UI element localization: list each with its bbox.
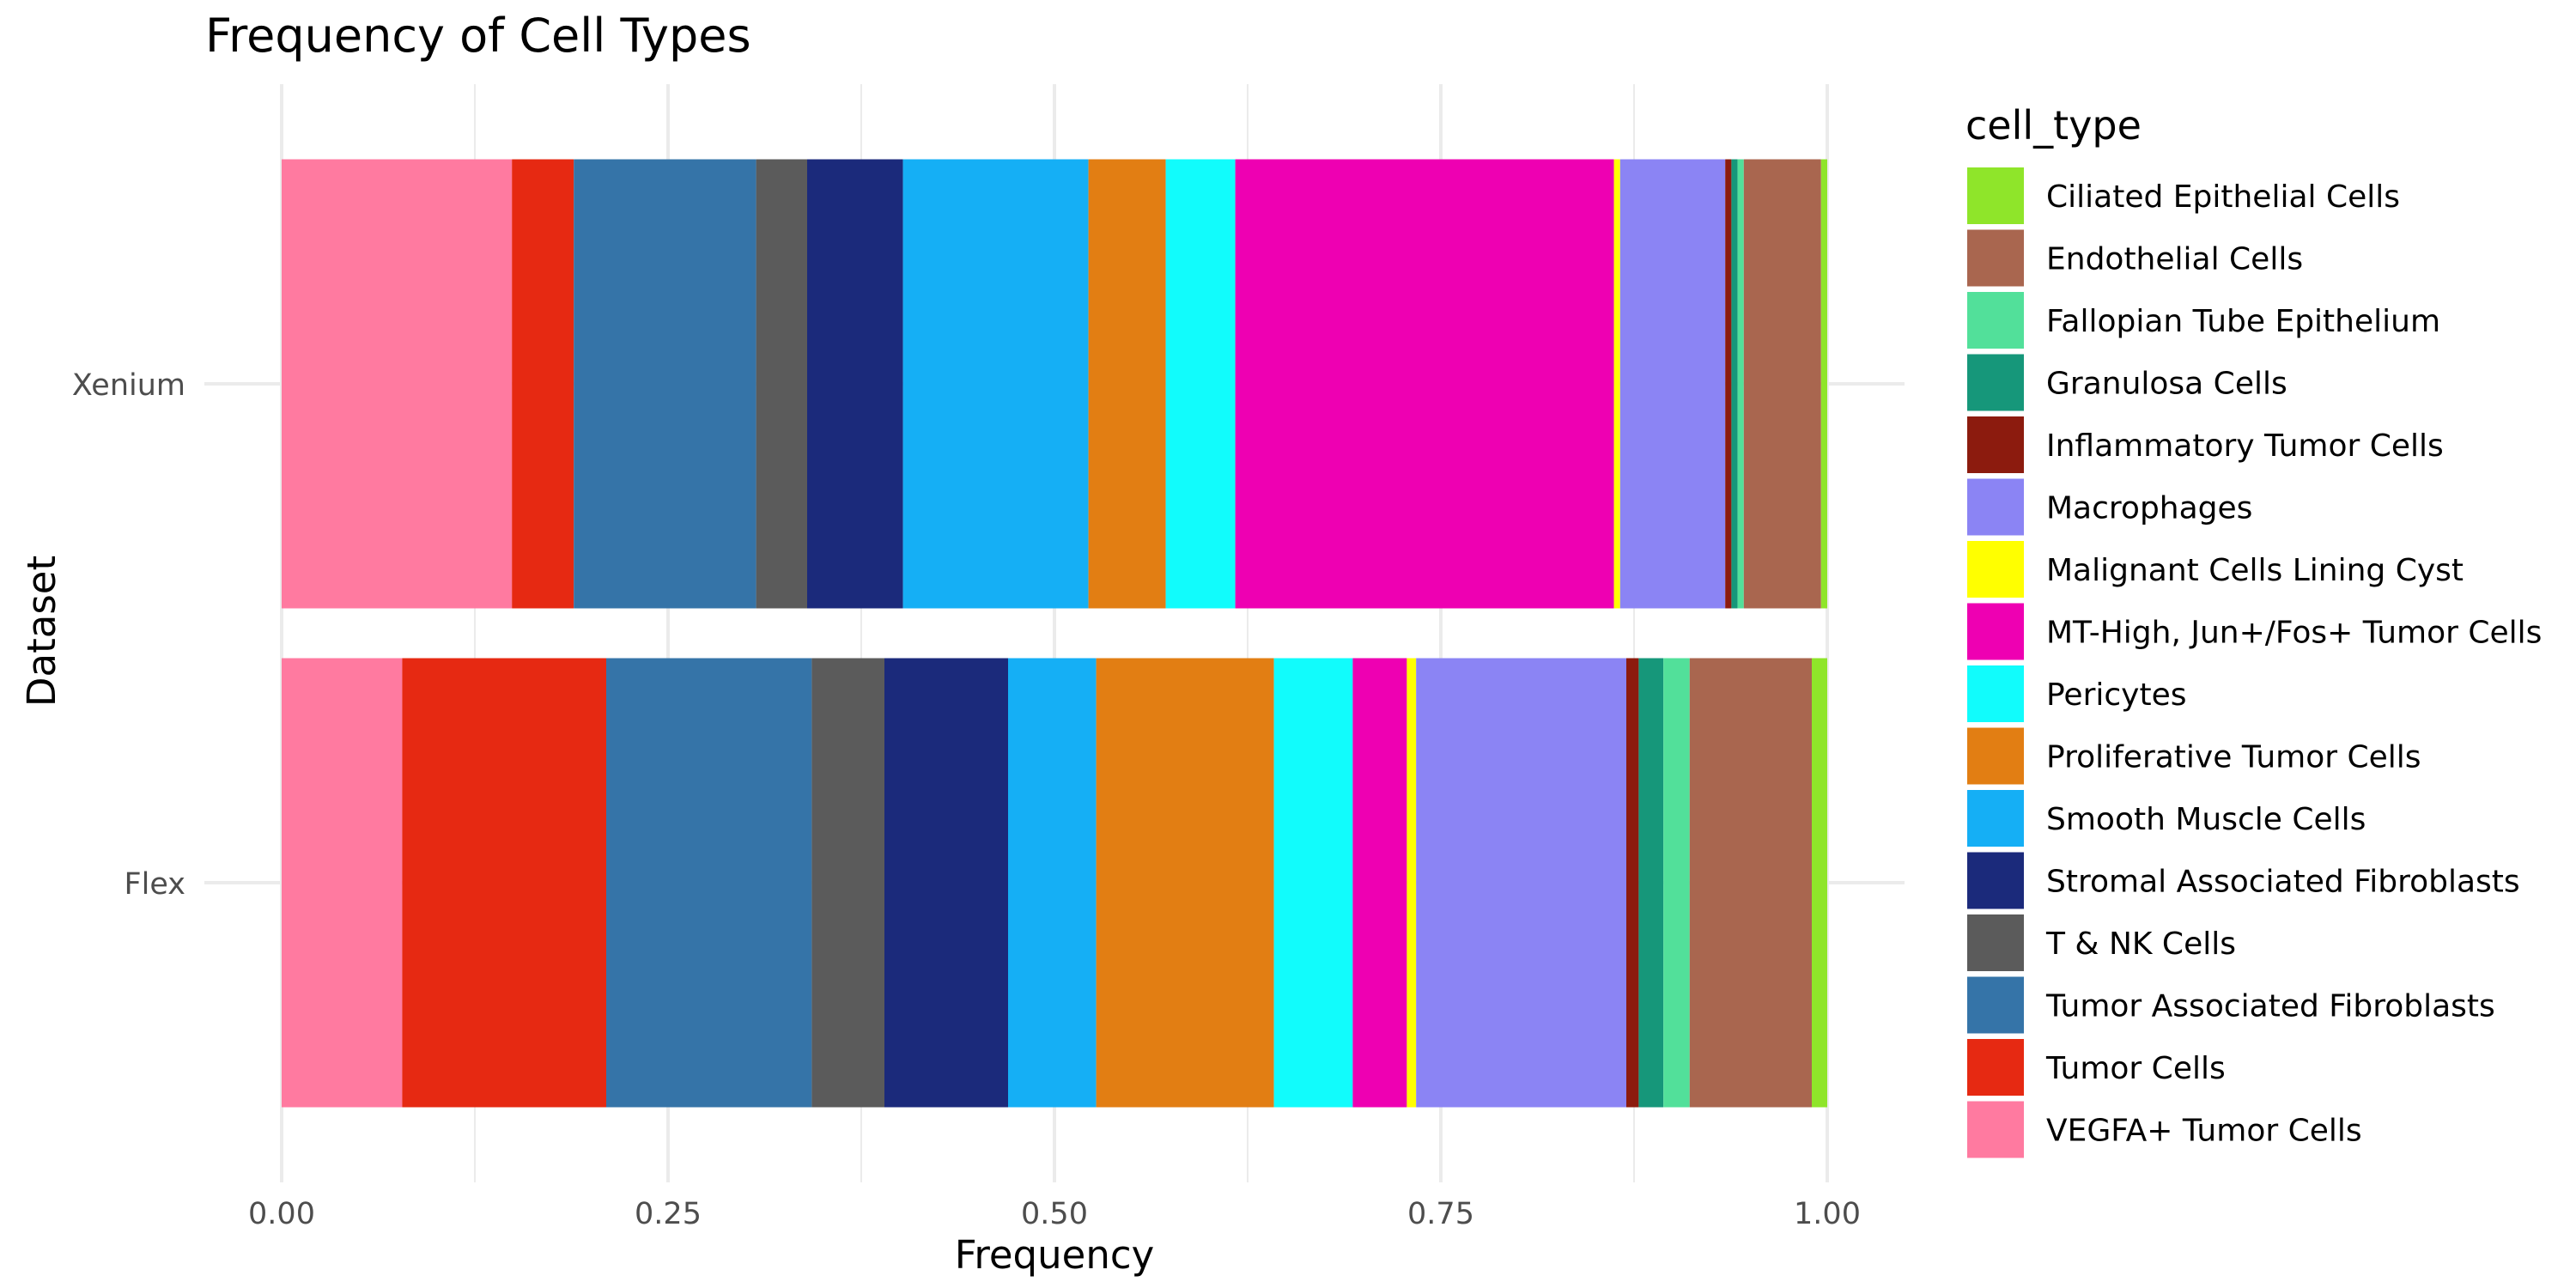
legend-key-mt-high-jun-fos-tumor-cells (1967, 603, 2024, 660)
x-tick-label: 1.00 (1794, 1197, 1861, 1231)
legend-item-inflammatory-tumor-cells: Inflammatory Tumor Cells (1967, 416, 2444, 473)
y-axis-title: Dataset (19, 556, 64, 707)
legend-item-malignant-cells-lining-cyst: Malignant Cells Lining Cyst (1967, 541, 2464, 598)
legend-item-macrophages: Macrophages (1967, 478, 2252, 536)
legend-label-tumor-associated-fibroblasts: Tumor Associated Fibroblasts (2045, 989, 2495, 1024)
legend: cell_type Ciliated Epithelial Cells Endoth… (1965, 102, 2542, 1158)
bar-segment-flex-malignant-cells-lining-cyst (1406, 658, 1417, 1108)
legend-key-tumor-associated-fibroblasts (1967, 976, 2024, 1034)
legend-title: cell_type (1965, 102, 2142, 149)
bars (282, 159, 1827, 1108)
legend-label-endothelial-cells: Endothelial Cells (2046, 242, 2303, 277)
legend-label-vegfa-tumor-cells: VEGFA+ Tumor Cells (2046, 1114, 2362, 1149)
legend-key-granulosa-cells (1967, 354, 2024, 411)
y-tick-label-flex: Flex (125, 867, 186, 902)
legend-key-tumor-cells (1967, 1039, 2024, 1096)
bar-segment-xenium-vegfa-tumor-cells (282, 159, 513, 609)
legend-key-macrophages (1967, 478, 2024, 536)
legend-key-inflammatory-tumor-cells (1967, 416, 2024, 473)
x-tick-label: 0.75 (1407, 1197, 1474, 1231)
bar-segment-xenium-tumor-cells (512, 159, 574, 609)
bar-segment-flex-smooth-muscle-cells (1008, 658, 1097, 1108)
bar-segment-xenium-macrophages (1619, 159, 1726, 609)
bar-segment-flex-endothelial-cells (1689, 658, 1812, 1108)
legend-label-proliferative-tumor-cells: Proliferative Tumor Cells (2046, 740, 2421, 775)
legend-item-stromal-associated-fibroblasts: Stromal Associated Fibroblasts (1967, 852, 2520, 909)
bar-segment-xenium-tumor-associated-fibroblasts (574, 159, 756, 609)
legend-item-tumor-associated-fibroblasts: Tumor Associated Fibroblasts (1967, 976, 2495, 1034)
bar-segment-xenium-endothelial-cells (1743, 159, 1821, 609)
bar-segment-flex-tumor-associated-fibroblasts (606, 658, 812, 1108)
legend-label-smooth-muscle-cells: Smooth Muscle Cells (2046, 802, 2366, 837)
y-tick-label-xenium: Xenium (72, 368, 185, 403)
bar-segment-flex-macrophages (1416, 658, 1626, 1108)
legend-key-t-nk-cells (1967, 914, 2024, 971)
legend-label-malignant-cells-lining-cyst: Malignant Cells Lining Cyst (2046, 553, 2464, 588)
legend-item-vegfa-tumor-cells: VEGFA+ Tumor Cells (1967, 1101, 2362, 1158)
legend-key-proliferative-tumor-cells (1967, 727, 2024, 785)
x-tick-label: 0.50 (1021, 1197, 1088, 1231)
bar-segment-flex-t-nk-cells (811, 658, 884, 1108)
legend-label-stromal-associated-fibroblasts: Stromal Associated Fibroblasts (2046, 865, 2520, 900)
legend-label-macrophages: Macrophages (2046, 491, 2252, 526)
bar-segment-xenium-granulosa-cells (1731, 159, 1738, 609)
bar-segment-xenium-pericytes (1165, 159, 1236, 609)
legend-label-granulosa-cells: Granulosa Cells (2046, 367, 2287, 402)
legend-key-ciliated-epithelial-cells (1967, 167, 2024, 224)
legend-key-pericytes (1967, 665, 2024, 722)
legend-item-pericytes: Pericytes (1967, 665, 2187, 722)
bar-segment-xenium-fallopian-tube-epithelium (1737, 159, 1744, 609)
bar-segment-flex-granulosa-cells (1638, 658, 1664, 1108)
bar-segment-flex-stromal-associated-fibroblasts (884, 658, 1008, 1108)
bar-segment-flex-proliferative-tumor-cells (1096, 658, 1274, 1108)
legend-key-fallopian-tube-epithelium (1967, 292, 2024, 349)
legend-item-t-nk-cells: T & NK Cells (1967, 914, 2236, 971)
legend-label-ciliated-epithelial-cells: Ciliated Epithelial Cells (2046, 179, 2400, 215)
bar-segment-flex-inflammatory-tumor-cells (1626, 658, 1639, 1108)
legend-label-tumor-cells: Tumor Cells (2045, 1051, 2226, 1086)
bar-segment-xenium-stromal-associated-fibroblasts (807, 159, 903, 609)
legend-item-tumor-cells: Tumor Cells (1967, 1039, 2226, 1096)
legend-label-t-nk-cells: T & NK Cells (2045, 927, 2236, 962)
legend-item-proliferative-tumor-cells: Proliferative Tumor Cells (1967, 727, 2421, 785)
bar-segment-flex-pericytes (1273, 658, 1353, 1108)
bar-segment-xenium-t-nk-cells (756, 159, 807, 609)
bar-segment-flex-mt-high-jun-fos-tumor-cells (1352, 658, 1407, 1108)
legend-label-pericytes: Pericytes (2046, 677, 2187, 713)
x-axis-title: Frequency (955, 1232, 1154, 1278)
bar-segment-flex-vegfa-tumor-cells (282, 658, 403, 1108)
legend-item-ciliated-epithelial-cells: Ciliated Epithelial Cells (1967, 167, 2400, 224)
legend-label-inflammatory-tumor-cells: Inflammatory Tumor Cells (2046, 428, 2444, 464)
legend-item-granulosa-cells: Granulosa Cells (1967, 354, 2287, 411)
bar-segment-flex-fallopian-tube-epithelium (1663, 658, 1690, 1108)
legend-label-mt-high-jun-fos-tumor-cells: MT-High, Jun+/Fos+ Tumor Cells (2046, 616, 2542, 651)
legend-item-mt-high-jun-fos-tumor-cells: MT-High, Jun+/Fos+ Tumor Cells (1967, 603, 2542, 660)
legend-key-vegfa-tumor-cells (1967, 1101, 2024, 1158)
bar-segment-xenium-ciliated-epithelial-cells (1820, 159, 1827, 609)
x-tick-label: 0.25 (635, 1197, 702, 1231)
legend-item-fallopian-tube-epithelium: Fallopian Tube Epithelium (1967, 292, 2440, 349)
legend-item-smooth-muscle-cells: Smooth Muscle Cells (1967, 790, 2366, 847)
x-tick-label: 0.00 (248, 1197, 315, 1231)
bar-segment-flex-tumor-cells (402, 658, 606, 1108)
bar-segment-xenium-smooth-muscle-cells (902, 159, 1089, 609)
bar-segment-xenium-inflammatory-tumor-cells (1725, 159, 1732, 609)
bar-segment-flex-ciliated-epithelial-cells (1812, 658, 1827, 1108)
chart-title: Frequency of Cell Types (205, 9, 751, 63)
legend-key-smooth-muscle-cells (1967, 790, 2024, 847)
axes: 0.00 0.25 0.50 0.75 1.00 Xenium Flex (72, 368, 1861, 1231)
legend-key-malignant-cells-lining-cyst (1967, 541, 2024, 598)
bar-segment-xenium-proliferative-tumor-cells (1088, 159, 1166, 609)
legend-key-stromal-associated-fibroblasts (1967, 852, 2024, 909)
legend-item-endothelial-cells: Endothelial Cells (1967, 229, 2303, 287)
bar-segment-xenium-malignant-cells-lining-cyst (1613, 159, 1620, 609)
bar-segment-xenium-mt-high-jun-fos-tumor-cells (1235, 159, 1614, 609)
legend-label-fallopian-tube-epithelium: Fallopian Tube Epithelium (2046, 304, 2440, 339)
legend-key-endothelial-cells (1967, 229, 2024, 287)
